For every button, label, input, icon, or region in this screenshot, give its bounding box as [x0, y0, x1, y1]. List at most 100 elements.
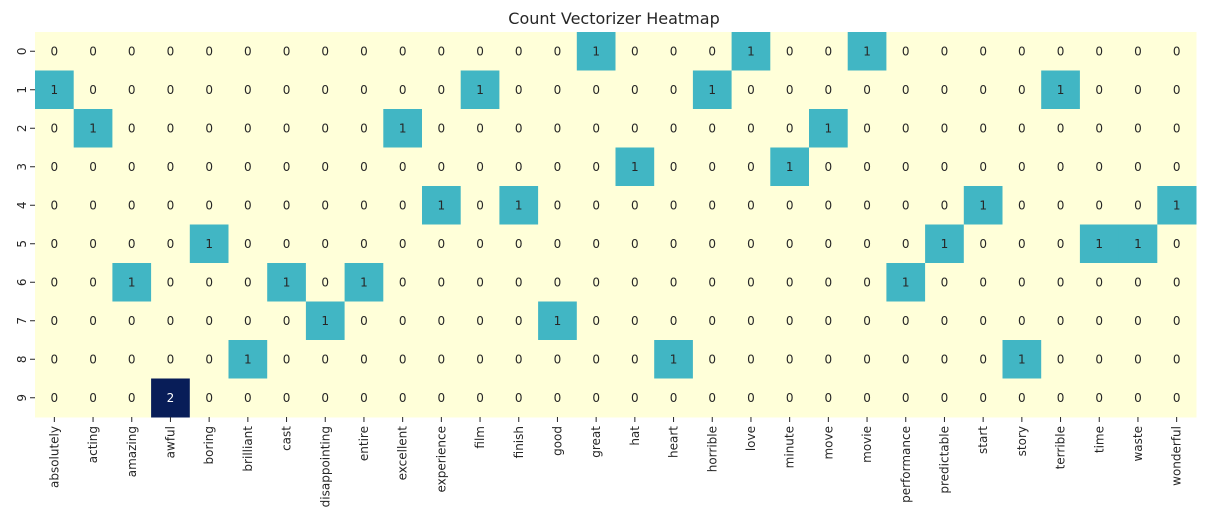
heatmap-cell — [576, 340, 616, 379]
cell-value-label: 0 — [747, 121, 755, 135]
cell-value-label: 0 — [670, 391, 678, 405]
cell-value-label: 0 — [825, 83, 833, 97]
heatmap-cell — [73, 186, 113, 225]
heatmap-cell — [112, 147, 152, 187]
heatmap-cell — [731, 186, 771, 225]
heatmap-cell — [228, 147, 268, 187]
y-tick-label: 6 — [15, 278, 29, 286]
cell-value-label: 0 — [51, 160, 59, 174]
heatmap-cell — [847, 32, 887, 71]
cell-value-label: 0 — [360, 44, 368, 58]
heatmap-cell — [305, 224, 346, 264]
heatmap-cell — [267, 109, 307, 148]
x-tick-label: minute — [783, 426, 797, 468]
heatmap-cell — [228, 224, 268, 264]
cell-value-label: 0 — [592, 160, 600, 174]
heatmap-cell — [228, 109, 268, 148]
heatmap-cell — [576, 32, 616, 71]
cell-value-label: 0 — [554, 83, 562, 97]
x-tick-label: move — [821, 426, 835, 460]
heatmap-cell — [770, 378, 810, 418]
cell-value-label: 0 — [515, 160, 523, 174]
cell-value-label: 0 — [1134, 44, 1142, 58]
cell-value-label: 0 — [554, 352, 562, 366]
heatmap-cell — [344, 263, 384, 302]
cell-value-label: 0 — [747, 391, 755, 405]
cell-value-label: 0 — [1134, 83, 1142, 97]
cell-value-label: 0 — [941, 44, 949, 58]
heatmap-cell — [383, 224, 423, 264]
cell-value-label: 0 — [360, 352, 368, 366]
x-tick-label: performance — [899, 426, 913, 503]
cell-value-label: 0 — [89, 83, 97, 97]
cell-value-label: 0 — [1173, 275, 1181, 289]
heatmap-cell — [886, 32, 926, 71]
heatmap-cell — [809, 378, 849, 418]
heatmap-cell — [422, 70, 462, 110]
cell-value-label: 0 — [515, 352, 523, 366]
cell-value-label: 0 — [51, 352, 59, 366]
cell-value-label: 0 — [902, 352, 910, 366]
heatmap-cell — [228, 32, 268, 71]
heatmap-cell — [615, 70, 655, 110]
cell-value-label: 1 — [1095, 237, 1103, 251]
heatmap-cell — [576, 186, 616, 225]
heatmap-cell — [344, 378, 384, 418]
heatmap-cell — [847, 301, 887, 341]
cell-value-label: 0 — [244, 44, 252, 58]
cell-value-label: 0 — [244, 275, 252, 289]
heatmap-cell — [963, 224, 1003, 264]
heatmap-cell — [344, 70, 384, 110]
cell-value-label: 1 — [554, 314, 562, 328]
cell-value-label: 0 — [283, 83, 291, 97]
heatmap-cell — [963, 340, 1003, 379]
heatmap-cell — [615, 109, 655, 148]
cell-value-label: 1 — [747, 44, 755, 58]
cell-value-label: 0 — [747, 352, 755, 366]
cell-value-label: 0 — [592, 391, 600, 405]
y-tick-label: 7 — [15, 317, 29, 325]
heatmap-cell — [383, 70, 423, 110]
heatmap-cell — [267, 147, 307, 187]
cell-value-label: 0 — [941, 314, 949, 328]
cell-value-label: 0 — [670, 198, 678, 212]
heatmap-cell — [1041, 109, 1081, 148]
cell-value-label: 0 — [631, 237, 639, 251]
cell-value-label: 0 — [244, 314, 252, 328]
cell-value-label: 0 — [1018, 121, 1026, 135]
cell-value-label: 1 — [205, 237, 213, 251]
cell-value-label: 0 — [592, 314, 600, 328]
heatmap-cell — [73, 224, 113, 264]
heatmap-cell — [615, 340, 655, 379]
heatmap-cell — [1041, 70, 1081, 110]
heatmap-cell — [1118, 224, 1158, 264]
cell-value-label: 0 — [708, 352, 716, 366]
heatmap-cell — [35, 378, 75, 418]
cell-value-label: 0 — [51, 275, 59, 289]
cell-value-label: 0 — [941, 160, 949, 174]
cell-value-label: 0 — [128, 121, 136, 135]
heatmap-cell — [305, 109, 346, 148]
heatmap-cell — [35, 186, 75, 225]
cell-value-label: 0 — [167, 198, 175, 212]
x-tick-label: brilliant — [241, 426, 255, 472]
heatmap-cell — [809, 109, 849, 148]
heatmap-cell — [1157, 378, 1197, 418]
cell-value-label: 0 — [1057, 237, 1065, 251]
heatmap-cell — [35, 301, 75, 341]
cell-value-label: 0 — [438, 237, 446, 251]
cell-value-label: 0 — [244, 121, 252, 135]
cell-value-label: 0 — [941, 391, 949, 405]
cell-value-label: 0 — [128, 44, 136, 58]
heatmap-cell — [189, 340, 229, 379]
heatmap-cell — [151, 224, 191, 264]
heatmap-cell — [886, 186, 926, 225]
heatmap-cell — [460, 378, 500, 418]
heatmap-cell — [499, 224, 539, 264]
heatmap-cell — [770, 263, 810, 302]
cell-value-label: 0 — [515, 121, 523, 135]
cell-value-label: 0 — [1018, 275, 1026, 289]
heatmap-cell — [35, 224, 75, 264]
cell-value-label: 0 — [863, 237, 871, 251]
heatmap-cell — [112, 186, 152, 225]
